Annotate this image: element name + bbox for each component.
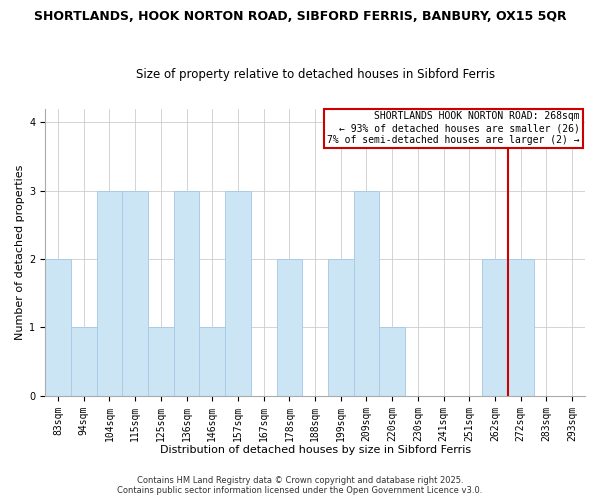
- Bar: [328, 259, 353, 396]
- Title: Size of property relative to detached houses in Sibford Ferris: Size of property relative to detached ho…: [136, 68, 494, 81]
- Text: SHORTLANDS, HOOK NORTON ROAD, SIBFORD FERRIS, BANBURY, OX15 5QR: SHORTLANDS, HOOK NORTON ROAD, SIBFORD FE…: [34, 10, 566, 23]
- Text: Contains HM Land Registry data © Crown copyright and database right 2025.
Contai: Contains HM Land Registry data © Crown c…: [118, 476, 482, 495]
- Bar: [508, 259, 533, 396]
- Bar: [173, 190, 199, 396]
- Bar: [277, 259, 302, 396]
- Bar: [199, 328, 225, 396]
- Bar: [148, 328, 173, 396]
- Bar: [225, 190, 251, 396]
- Bar: [482, 259, 508, 396]
- Bar: [379, 328, 405, 396]
- X-axis label: Distribution of detached houses by size in Sibford Ferris: Distribution of detached houses by size …: [160, 445, 470, 455]
- Bar: [45, 259, 71, 396]
- Bar: [122, 190, 148, 396]
- Bar: [71, 328, 97, 396]
- Text: SHORTLANDS HOOK NORTON ROAD: 268sqm
← 93% of detached houses are smaller (26)
7%: SHORTLANDS HOOK NORTON ROAD: 268sqm ← 93…: [327, 112, 580, 144]
- Bar: [353, 190, 379, 396]
- Bar: [97, 190, 122, 396]
- Y-axis label: Number of detached properties: Number of detached properties: [15, 164, 25, 340]
